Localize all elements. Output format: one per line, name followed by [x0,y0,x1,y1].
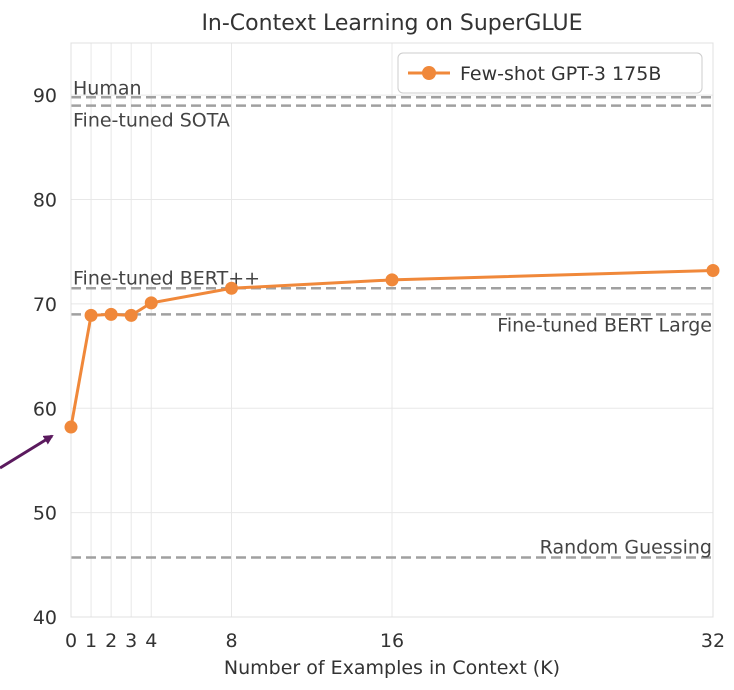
x-tick-label: 1 [85,630,97,652]
x-tick-label: 32 [701,630,725,652]
data-point [104,307,118,321]
series-layer [64,264,720,434]
data-point [84,308,98,322]
legend: Few-shot GPT-3 175B [397,52,703,94]
x-axis-label: Number of Examples in Context (K) [224,657,560,679]
legend-box [397,52,703,94]
x-tick-label: 4 [145,630,157,652]
reference-lines: Human Fine-tuned SOTA Fine-tuned BERT++ Fin… [71,77,713,559]
x-tick-label: 8 [225,630,237,652]
data-point [64,420,78,434]
y-tick-label: 90 [33,85,57,107]
y-tick-label: 40 [33,607,57,629]
reference-line-label: Fine-tuned BERT Large [497,314,712,336]
data-point [144,296,158,310]
data-point [385,273,399,287]
data-point [706,264,720,278]
x-tick-label: 2 [105,630,117,652]
y-tick-label: 80 [33,190,57,212]
legend-marker-swatch [422,66,436,80]
x-grid [70,43,714,617]
x-tick-labels: 0 1 2 3 4 8 16 32 [65,630,725,652]
reference-line-label: Fine-tuned SOTA [73,110,230,132]
y-tick-label: 60 [33,398,57,420]
data-point [124,308,138,322]
reference-line-label: Random Guessing [540,537,712,559]
plot-frame [70,42,714,618]
data-point [225,281,238,295]
y-tick-label: 50 [33,503,57,525]
reference-line-label: Fine-tuned BERT++ [73,267,260,289]
x-tick-label: 0 [65,630,77,652]
x-tick-label: 16 [380,630,404,652]
annotation-arrow [0,434,54,470]
y-tick-labels: 40 50 60 70 80 90 [33,85,57,629]
legend-label: Few-shot GPT-3 175B [460,63,661,85]
reference-line-label: Human [73,77,142,99]
y-tick-label: 70 [33,294,57,316]
x-tick-label: 3 [125,630,137,652]
chart-title: In-Context Learning on SuperGLUE [201,11,582,36]
